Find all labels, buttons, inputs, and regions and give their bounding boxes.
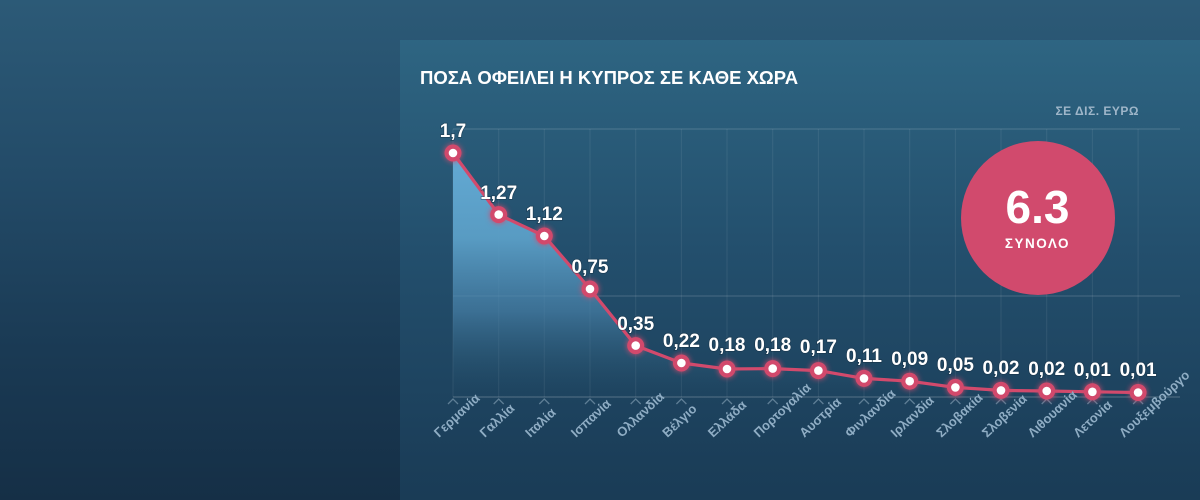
svg-text:Βέλγιο: Βέλγιο: [659, 401, 699, 440]
svg-text:0,75: 0,75: [572, 257, 609, 278]
svg-text:Ισπανία: Ισπανία: [568, 396, 614, 440]
svg-text:0,17: 0,17: [800, 337, 837, 358]
svg-text:Γαλλία: Γαλλία: [477, 401, 518, 441]
svg-text:0,22: 0,22: [663, 331, 700, 352]
svg-text:0,09: 0,09: [891, 349, 928, 370]
svg-text:1,27: 1,27: [480, 183, 517, 204]
svg-text:1,12: 1,12: [526, 204, 563, 225]
svg-text:0,18: 0,18: [754, 335, 791, 356]
svg-text:Ελλάδα: Ελλάδα: [705, 397, 749, 440]
svg-text:Γερμανία: Γερμανία: [431, 390, 483, 440]
svg-text:Σλοβενία: Σλοβενία: [979, 391, 1030, 440]
svg-text:0,02: 0,02: [983, 358, 1020, 379]
svg-text:0,18: 0,18: [709, 335, 746, 356]
svg-text:Λετονία: Λετονία: [1070, 397, 1115, 440]
svg-text:1,7: 1,7: [440, 121, 466, 142]
svg-text:0,35: 0,35: [617, 314, 654, 335]
svg-text:0,01: 0,01: [1074, 360, 1111, 381]
svg-text:0,11: 0,11: [846, 346, 882, 367]
svg-text:Ιταλία: Ιταλία: [522, 405, 558, 440]
svg-text:0,02: 0,02: [1028, 359, 1065, 380]
svg-text:0,01: 0,01: [1120, 360, 1157, 381]
svg-text:0,05: 0,05: [937, 355, 974, 376]
